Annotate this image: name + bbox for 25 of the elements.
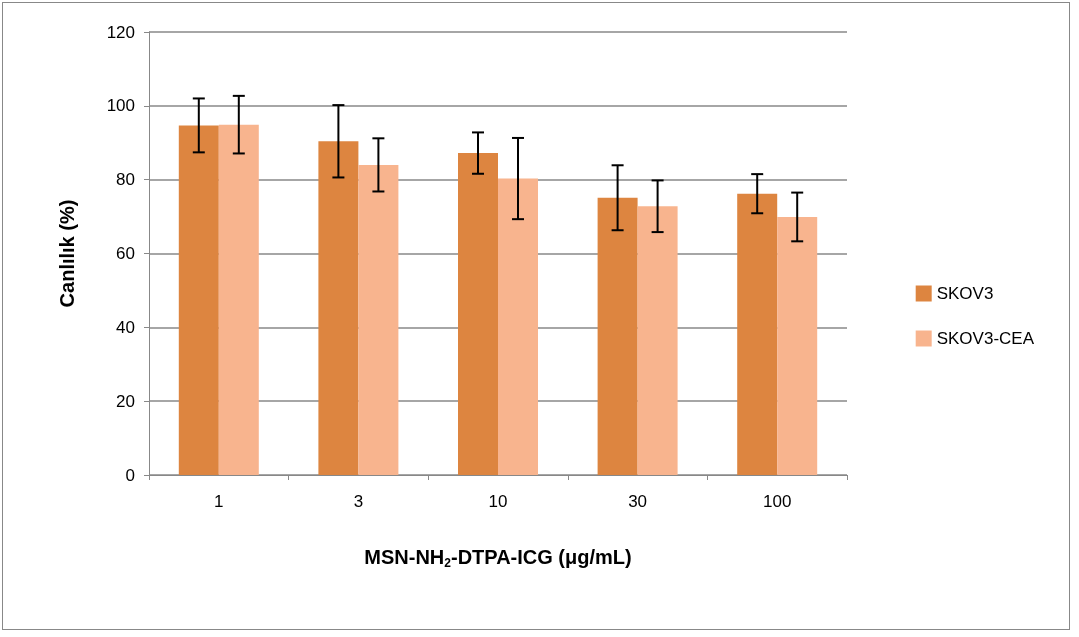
x-tick-label: 30 (628, 492, 648, 511)
y-axis-title: Canlılık (%) (56, 199, 78, 308)
bar (737, 193, 778, 475)
y-tick-label: 120 (106, 22, 135, 42)
bar (498, 178, 538, 475)
y-tick-label: 20 (116, 391, 135, 411)
bar (178, 125, 219, 475)
bar (458, 153, 498, 475)
bar (218, 124, 259, 475)
bar (597, 197, 638, 475)
y-tick-label: 40 (116, 317, 135, 337)
bar (777, 216, 818, 475)
bar (318, 141, 359, 475)
y-tick-label: 80 (116, 170, 135, 190)
x-tick-label: 1 (214, 492, 224, 511)
x-tick-label: 3 (353, 492, 364, 511)
x-tick-label: 100 (763, 492, 792, 511)
legend-label: SKOV3 (936, 284, 994, 303)
y-tick-label: 0 (125, 465, 135, 485)
legend-label: SKOV3-CEA (936, 329, 1035, 348)
x-tick-label: 10 (488, 492, 508, 511)
bar (358, 164, 399, 475)
bar (637, 206, 678, 475)
y-tick-label: 100 (106, 96, 135, 116)
y-tick-label: 60 (116, 244, 135, 263)
